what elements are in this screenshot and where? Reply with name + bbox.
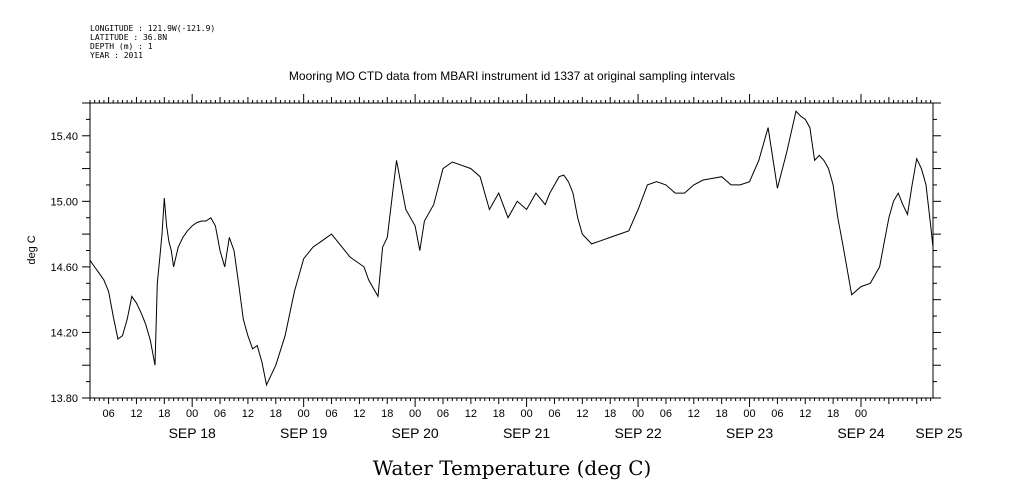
x-tick-label: 12 — [242, 408, 254, 420]
x-tick-label: 06 — [660, 408, 672, 420]
x-tick-label: 00 — [632, 408, 644, 420]
x-tick-label: 18 — [493, 408, 505, 420]
x-day-label: SEP 19 — [280, 425, 327, 441]
variable-label: Water Temperature (deg C) — [373, 456, 652, 480]
y-tick-label: 14.60 — [50, 262, 78, 274]
x-day-label: SEP 25 — [915, 425, 962, 441]
x-tick-label: 12 — [130, 408, 142, 420]
x-day-label: SEP 20 — [392, 425, 439, 441]
x-tick-label: 18 — [604, 408, 616, 420]
x-tick-label: 12 — [353, 408, 365, 420]
chart-title: Mooring MO CTD data from MBARI instrumen… — [289, 69, 735, 83]
latitude-label: LATITUDE : 36.8N — [90, 33, 167, 42]
depth-label: DEPTH (m) : 1 — [90, 42, 153, 51]
x-tick-label: 18 — [827, 408, 839, 420]
x-tick-label: 06 — [437, 408, 449, 420]
x-tick-label: 18 — [381, 408, 393, 420]
x-day-label: SEP 24 — [837, 425, 884, 441]
x-tick-label: 00 — [298, 408, 310, 420]
x-tick-label: 18 — [716, 408, 728, 420]
x-tick-label: 18 — [270, 408, 282, 420]
x-day-label: SEP 23 — [726, 425, 773, 441]
axis-ticks — [82, 94, 941, 407]
x-tick-label: 00 — [186, 408, 198, 420]
y-tick-label: 14.20 — [50, 327, 78, 339]
x-tick-label: 12 — [688, 408, 700, 420]
x-tick-label: 00 — [409, 408, 421, 420]
y-tick-label: 15.00 — [50, 196, 78, 208]
y-tick-labels: 13.80 14.20 14.60 15.00 15.40 — [50, 131, 78, 405]
year-label: YEAR : 2011 — [90, 51, 143, 60]
x-tick-label: 06 — [214, 408, 226, 420]
x-tick-label: 00 — [855, 408, 867, 420]
temperature-series-line — [89, 110, 934, 387]
x-day-label: SEP 21 — [503, 425, 550, 441]
x-tick-label: 18 — [158, 408, 170, 420]
x-day-label: SEP 22 — [614, 425, 661, 441]
y-tick-label: 15.40 — [50, 131, 78, 143]
x-tick-label: 00 — [520, 408, 532, 420]
x-tick-label: 06 — [325, 408, 337, 420]
x-hour-labels: 06 12 18 00 06 12 18 00 06 12 18 00 06 12 18 00 06 12 18 00… — [102, 408, 867, 420]
longitude-label: LONGITUDE : 121.9W(-121.9) — [90, 24, 215, 33]
y-tick-label: 13.80 — [50, 393, 78, 405]
x-day-label: SEP 18 — [169, 425, 216, 441]
y-axis-label: deg C — [26, 235, 38, 264]
x-tick-label: 06 — [548, 408, 560, 420]
x-tick-label: 12 — [465, 408, 477, 420]
x-tick-label: 00 — [743, 408, 755, 420]
x-tick-label: 06 — [771, 408, 783, 420]
plot-frame — [89, 102, 934, 399]
x-tick-label: 12 — [799, 408, 811, 420]
x-tick-label: 12 — [576, 408, 588, 420]
x-day-labels: SEP 18 SEP 19 SEP 20 SEP 21 SEP 22 SEP 23 SEP … — [169, 425, 963, 441]
x-tick-label: 06 — [102, 408, 114, 420]
metadata-block: LONGITUDE : 121.9W(-121.9) LATITUDE : 36… — [90, 24, 215, 60]
